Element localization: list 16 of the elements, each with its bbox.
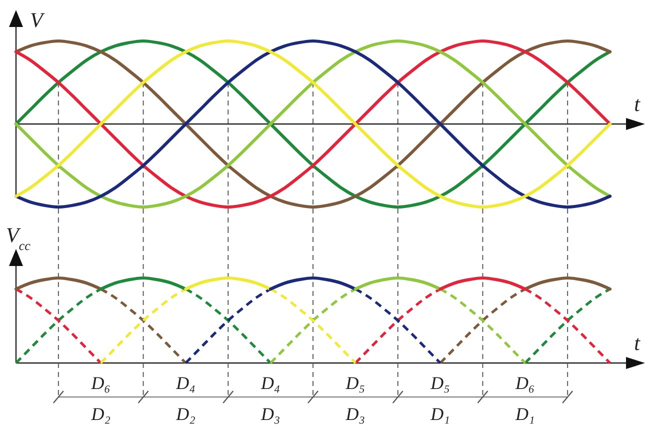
text: D₃ [260, 404, 280, 424]
text: D₂ [90, 404, 110, 424]
text: D₄ [260, 373, 280, 393]
text: D₂ [175, 404, 196, 424]
x-axis-title: t [634, 331, 642, 355]
x-axis-title: t [634, 92, 642, 116]
text: D₅ [344, 373, 366, 393]
text: D₁ [430, 404, 450, 424]
text: D₄ [175, 373, 196, 393]
text: D₅ [430, 373, 450, 393]
y-axis-title: V [30, 8, 45, 32]
text: D₃ [344, 404, 366, 424]
y-axis-title: V$_{cc}$ [6, 223, 31, 252]
text: D₆ [514, 373, 535, 393]
text: D₆ [90, 373, 110, 393]
text: D₁ [514, 404, 535, 424]
